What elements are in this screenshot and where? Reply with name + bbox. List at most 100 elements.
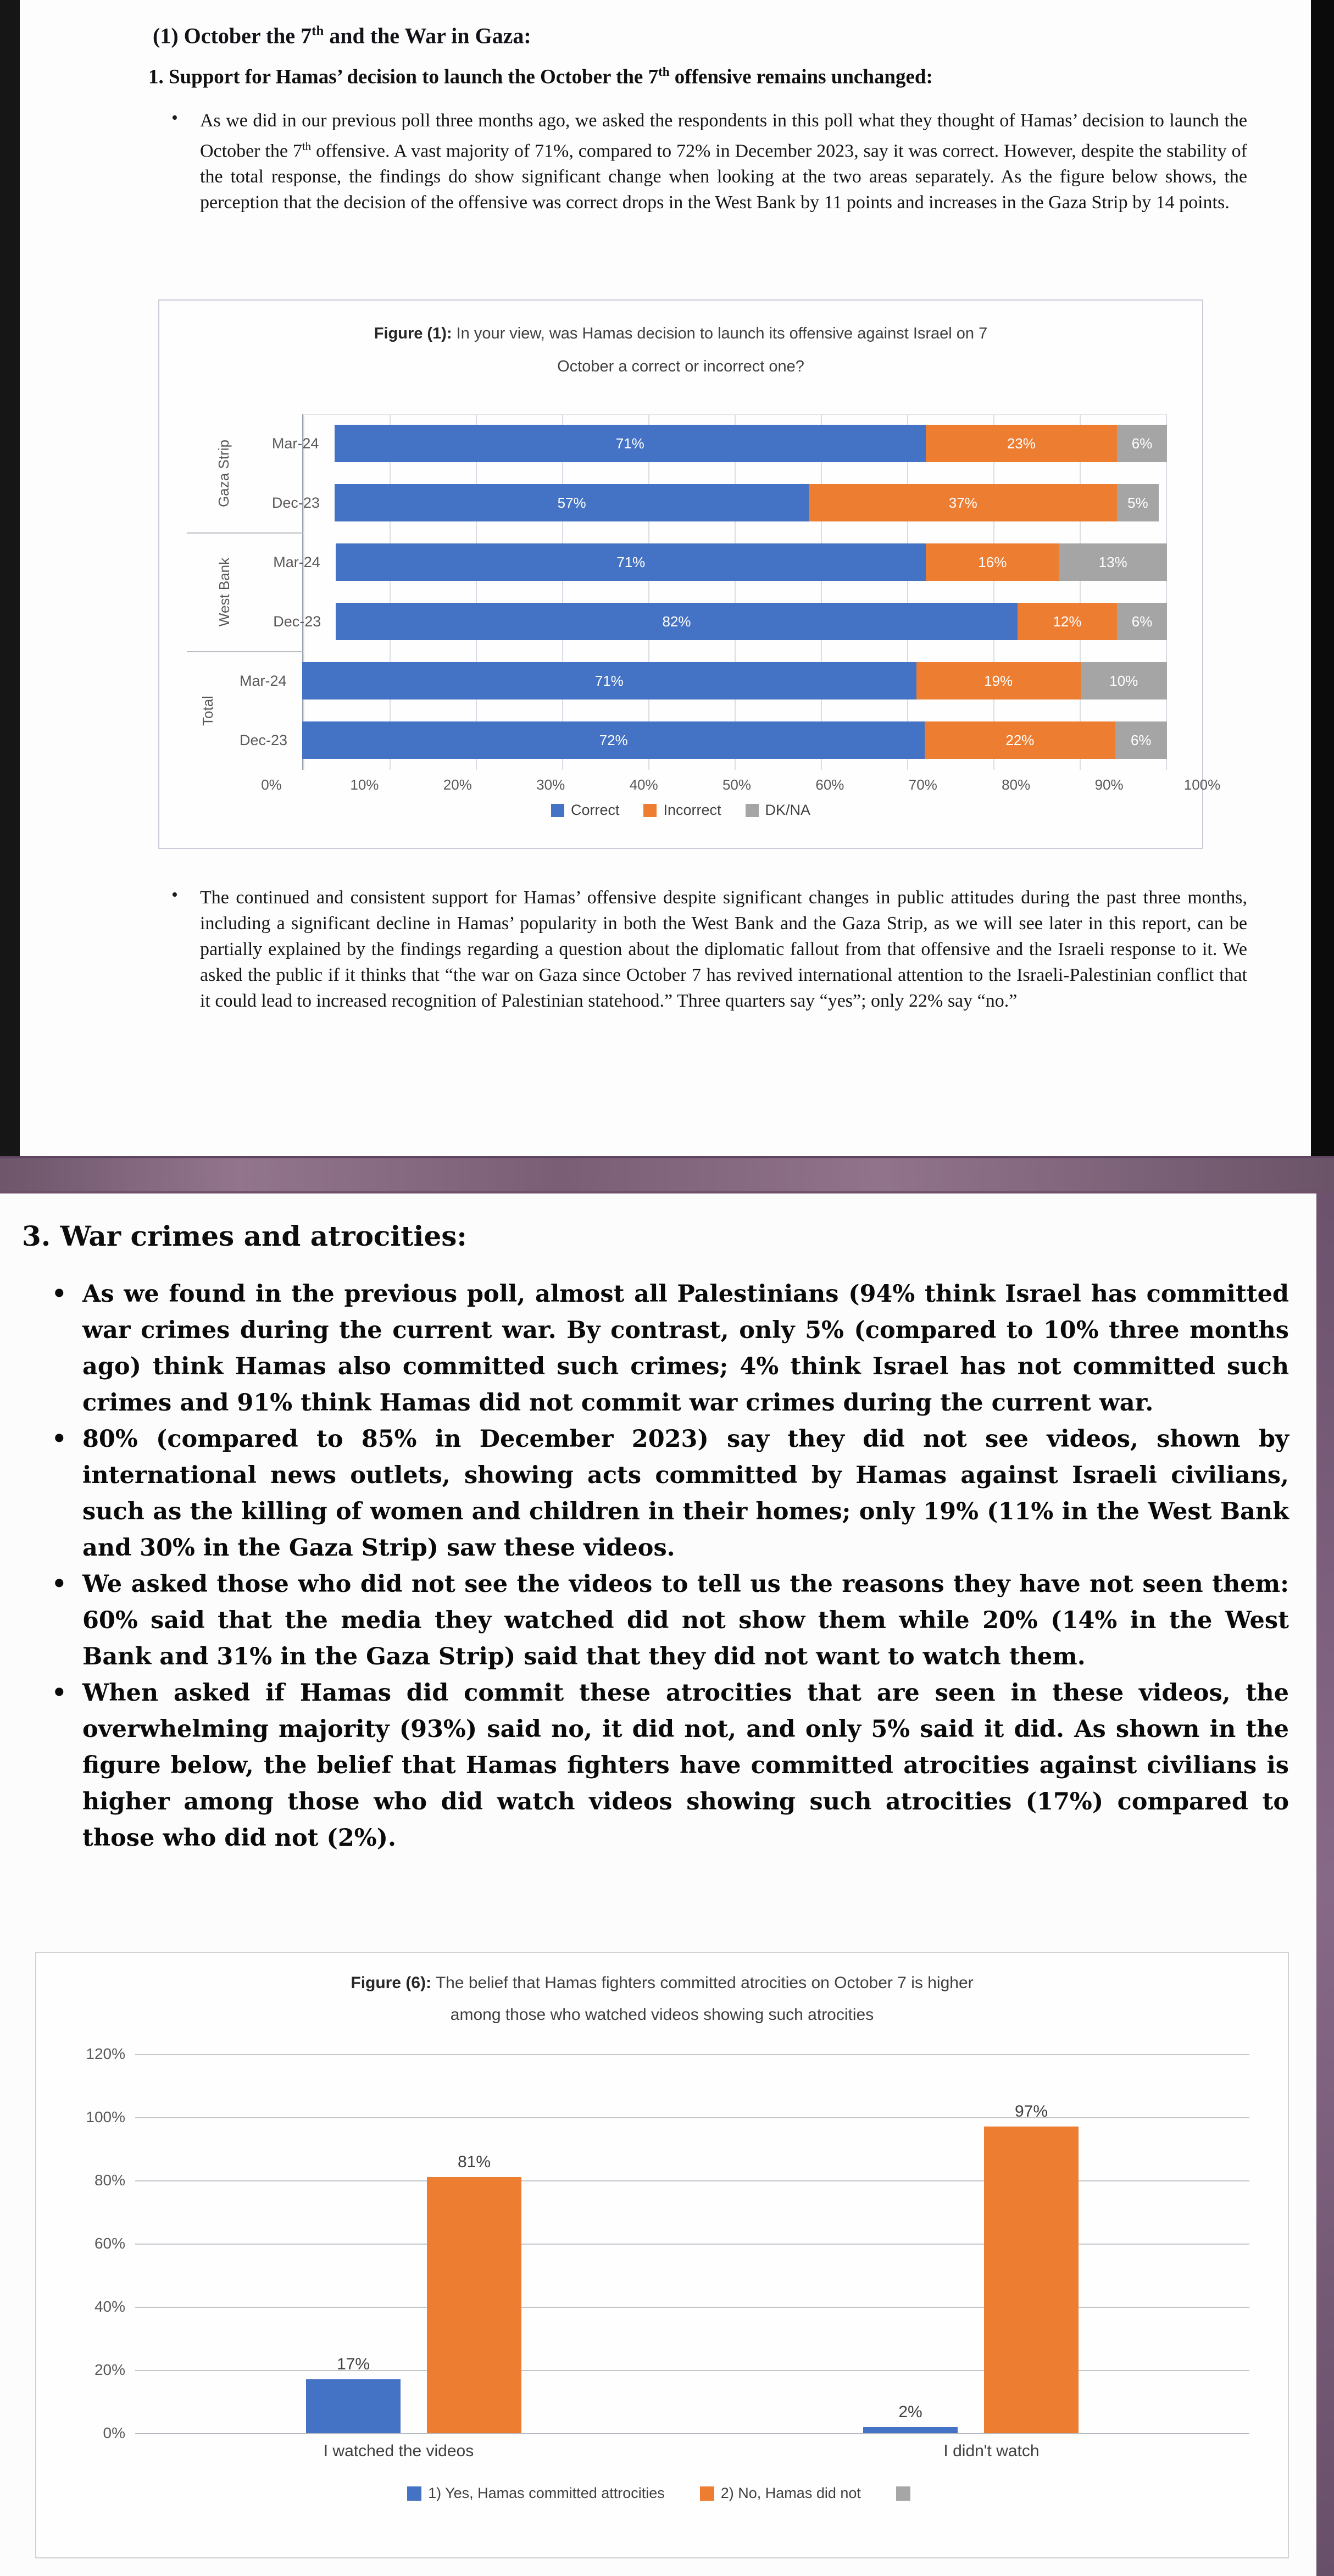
chart-row: Mar-24 71% 23% 6% (258, 414, 1167, 473)
bar-segment: 13% (1059, 543, 1167, 581)
bullet1-pre: As we did in our previous poll three mon… (200, 110, 1247, 162)
figure6-title-line1: Figure (6): The belief that Hamas fighte… (36, 1967, 1288, 1999)
figure6-title-prefix: Figure (6): (351, 1974, 432, 1992)
bar-value-label: 6% (1131, 435, 1153, 452)
bar (427, 2177, 521, 2433)
figure1-group: West Bank Mar-24 71% 16% 13% Dec-23 82% 12% 6% (187, 532, 1167, 651)
legend-swatch-gray (896, 2486, 910, 2501)
bar-segment: 71% (334, 425, 926, 462)
bullet1-sup: th (302, 140, 312, 153)
legend-item: Incorrect (643, 802, 721, 819)
bar-value-label: 19% (984, 672, 1013, 689)
bar-value-label: 17% (336, 2355, 370, 2374)
bar (306, 2379, 401, 2433)
figure6: Figure (6): The belief that Hamas fighte… (35, 1952, 1289, 2558)
figure6-chart: 0% 20% 40% 60% 80% 100% 120% 17% 81% 2% 97% (69, 2045, 1249, 2441)
chart-row: Dec-23 82% 12% 6% (259, 592, 1167, 651)
section3-heading: 3. War crimes and atrocities: (22, 1220, 467, 1252)
bar-segment: 57% (334, 484, 809, 521)
figure6-plot-area: 17% 81% 2% 97% (135, 2054, 1249, 2434)
group-rows: Mar-24 71% 19% 10% Dec-23 72% 22% 6% (225, 651, 1167, 770)
bar-segment: 82% (336, 603, 1018, 640)
bullet-item: As we found in the previous poll, almost… (48, 1276, 1289, 1421)
row-period-label: Mar-24 (271, 435, 319, 452)
war-crimes-bullets: As we found in the previous poll, almost… (48, 1276, 1289, 1856)
row-period-label: Dec-23 (271, 494, 320, 511)
legend-item: Correct (551, 802, 619, 819)
bar-value-label: 12% (1053, 613, 1082, 630)
section1-heading-text: (1) October the 7 (153, 23, 312, 48)
figure1-gridlines (302, 414, 1167, 770)
subsection1-heading: 1. Support for Hamas’ decision to launch… (148, 65, 1280, 88)
page1-left-margin-bar (0, 0, 20, 1156)
bar-value-label: 71% (616, 553, 646, 570)
row-period-label: Dec-23 (240, 731, 288, 748)
group-rows: Mar-24 71% 16% 13% Dec-23 82% 12% 6% (259, 532, 1167, 651)
category-label: I watched the videos (323, 2442, 474, 2460)
group-label-text: Gaza Strip (215, 439, 232, 507)
figure6-title-rest: The belief that Hamas fighters committed… (431, 1974, 974, 1992)
figure1-title-prefix: Figure (1): (374, 325, 452, 342)
bar-track: 72% 22% 6% (302, 721, 1167, 759)
bar-with-label: 97% (984, 2054, 1079, 2433)
figure1-chart: Gaza Strip Mar-24 71% 23% 6% Dec-23 57% 37% 5% We… (187, 414, 1167, 770)
group-label: Total (190, 651, 225, 770)
figure1-legend: Correct Incorrect DK/NA (159, 802, 1202, 819)
bullet-item: When asked if Hamas did commit these atr… (48, 1675, 1289, 1856)
bar-segment: 22% (925, 721, 1115, 759)
group-label-text: West Bank (216, 557, 233, 626)
legend-swatch (745, 803, 759, 817)
group-rows: Mar-24 71% 23% 6% Dec-23 57% 37% 5% (258, 414, 1167, 532)
bar (863, 2427, 958, 2433)
row-period-label: Mar-24 (240, 672, 287, 689)
chart-row: Mar-24 71% 16% 13% (259, 532, 1167, 592)
bar-track: 71% 23% 6% (334, 425, 1167, 462)
bar-value-label: 23% (1007, 435, 1036, 452)
figure6-category-labels: I watched the videos I didn't watch (102, 2442, 1288, 2461)
bar-segment: 5% (1117, 484, 1159, 521)
x-tick-label: 30% (536, 776, 565, 793)
row-period-label: Dec-23 (273, 613, 321, 630)
page1-bullet-2: The continued and consistent support for… (171, 885, 1247, 1014)
category-label: I didn't watch (943, 2442, 1040, 2460)
page1-bullet-2-text: The continued and consistent support for… (200, 887, 1247, 1011)
chart-row: Dec-23 57% 37% 5% (258, 473, 1167, 532)
x-tick-label: 70% (908, 776, 937, 793)
page2-right-border (1316, 1193, 1334, 2576)
figure6-y-axis: 0% 20% 40% 60% 80% 100% 120% (69, 2045, 125, 2441)
page1-bullet-1-text: As we did in our previous poll three mon… (200, 108, 1247, 215)
bar-value-label: 97% (1014, 2102, 1048, 2121)
bar-value-label: 6% (1130, 731, 1152, 748)
group-label: Gaza Strip (190, 414, 258, 532)
x-tick-label: 60% (815, 776, 844, 793)
bar-track: 82% 12% 6% (336, 603, 1167, 640)
section1-heading-rest: and the War in Gaza: (324, 23, 531, 48)
bar (984, 2127, 1079, 2433)
legend-item: 1) Yes, Hamas committed attrocities (407, 2485, 665, 2502)
x-tick-label: 90% (1094, 776, 1124, 793)
figure1-title-line2: October a correct or incorrect one? (557, 358, 804, 375)
legend-swatch (407, 2486, 422, 2501)
bullet-item: 80% (compared to 85% in December 2023) s… (48, 1421, 1289, 1566)
bullet-marker (171, 108, 200, 215)
bar-value-label: 72% (599, 731, 628, 748)
legend-swatch (551, 803, 564, 817)
bar-value-label: 22% (1005, 731, 1035, 748)
page1: (1) October the 7 th and the War in Gaza:… (20, 0, 1311, 1156)
legend-label: Incorrect (663, 802, 721, 818)
legend-label: 1) Yes, Hamas committed attrocities (428, 2485, 665, 2501)
bar-value-label: 2% (898, 2402, 922, 2421)
group-label-text: Total (199, 695, 216, 726)
row-period-label: Mar-24 (273, 553, 320, 570)
x-tick-label: 40% (629, 776, 658, 793)
figure1-title-rest: In your view, was Hamas decision to laun… (452, 325, 988, 342)
bar-value-label: 13% (1098, 553, 1127, 570)
figure1-x-axis: 0% 10% 20% 30% 40% 50% 60% 70% 80% 90% 100% (261, 773, 1220, 794)
legend-swatch (643, 803, 657, 817)
page-separator-band (0, 1156, 1334, 1193)
chart-row: Mar-24 71% 19% 10% (225, 651, 1167, 710)
x-tick-label: 50% (722, 776, 752, 793)
figure1-group: Total Mar-24 71% 19% 10% Dec-23 72% 22% 6% (187, 651, 1167, 770)
bar-track: 71% 19% 10% (302, 662, 1167, 699)
figure6-title-line2: among those who watched videos showing s… (450, 2006, 874, 2024)
